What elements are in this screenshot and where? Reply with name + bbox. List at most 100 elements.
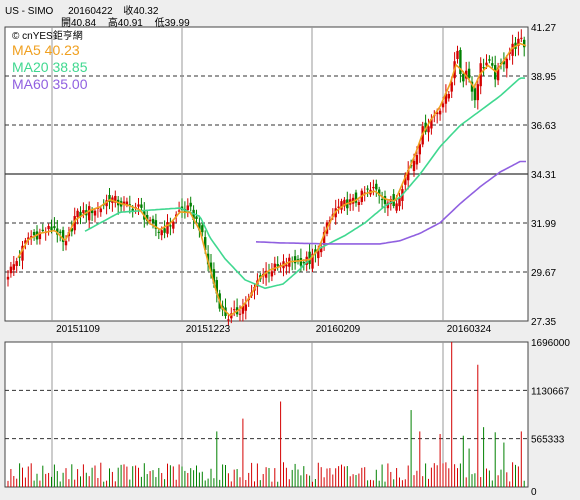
date-label: 20160422 (68, 6, 113, 17)
candle-body (148, 219, 152, 221)
candle-body (12, 264, 15, 270)
candle-body (140, 204, 143, 208)
candle-body (314, 249, 317, 254)
candle-body (488, 59, 491, 61)
candle-body (70, 228, 73, 232)
candle-body (299, 258, 303, 266)
candle-body (491, 63, 494, 66)
candle-body (418, 144, 421, 155)
candle-body (340, 201, 343, 210)
candle-body (122, 201, 126, 205)
candle-body (389, 199, 392, 205)
candle-body (88, 206, 91, 221)
candle-body (505, 58, 508, 69)
candle-body (227, 319, 230, 321)
candle-body (395, 203, 398, 211)
candle-body (407, 170, 410, 181)
volume-tick-label: 1130667 (531, 386, 570, 397)
candle-body (166, 222, 169, 234)
volume-tick-label: 0 (531, 487, 537, 498)
candle-body (366, 188, 369, 190)
candle-body (380, 199, 384, 201)
candle-body (311, 253, 314, 269)
candle-body (47, 226, 50, 230)
candle-body (30, 236, 33, 238)
candle-body (496, 67, 500, 81)
candle-body (337, 206, 340, 208)
candle-body (27, 237, 30, 240)
candle-body (305, 256, 308, 265)
date-tick-label: 20160324 (447, 324, 492, 335)
candle-body (76, 210, 79, 218)
candle-body (322, 232, 326, 245)
candle-body (163, 228, 166, 233)
candle-body (485, 62, 488, 66)
candle-body (404, 175, 407, 185)
candle-body (204, 237, 207, 251)
candle-body (523, 39, 526, 48)
high-label: 高40.91 (107, 18, 143, 29)
candle-body (32, 232, 36, 236)
candle-body (343, 199, 346, 207)
candle-body (233, 309, 236, 311)
candle-body (99, 208, 102, 213)
ma20-line (84, 77, 525, 290)
candle-body (357, 202, 361, 206)
candle-body (511, 43, 514, 56)
candle-body (61, 230, 65, 242)
candle-body (270, 271, 274, 277)
candle-body (302, 262, 305, 264)
candle-body (444, 93, 448, 104)
candle-body (372, 186, 375, 189)
candle-body (160, 230, 163, 236)
candle-body (456, 50, 459, 59)
candle-body (241, 305, 245, 314)
candle-body (186, 205, 189, 211)
volume-tick-label: 565333 (531, 435, 565, 446)
price-tick-label: 27.35 (531, 317, 556, 328)
candle-body (436, 112, 439, 115)
candle-body (215, 280, 218, 294)
price-tick-label: 36.63 (531, 121, 556, 132)
candle-body (9, 266, 13, 274)
candle-body (64, 241, 68, 246)
candle-body (93, 210, 97, 216)
candle-body (447, 94, 450, 99)
candle-body (212, 269, 216, 284)
candle-body (50, 226, 53, 231)
candle-body (517, 38, 520, 46)
candle-body (125, 201, 129, 205)
candle-body (285, 264, 288, 267)
header-line-2: 開40.84 高40.91 低39.99 (61, 14, 190, 29)
open-label: 開40.84 (61, 18, 97, 29)
symbol-label: US - SIMO (5, 6, 54, 17)
candle-body (53, 226, 56, 229)
candle-body (114, 195, 117, 203)
candle-body (230, 313, 233, 319)
price-tick-label: 34.31 (531, 170, 556, 181)
candle-body (383, 196, 387, 204)
price-tick-label: 31.99 (531, 219, 556, 230)
candle-body (154, 220, 158, 229)
candle-body (238, 313, 242, 315)
candle-body (172, 221, 175, 229)
candle-body (189, 202, 192, 207)
candle-body (415, 155, 419, 165)
date-tick-label: 20151109 (56, 324, 100, 335)
volume-tick-label: 1696000 (531, 338, 570, 349)
candle-body (308, 251, 311, 265)
candle-body (198, 222, 201, 231)
candle-body (59, 231, 62, 233)
candle-body (24, 240, 27, 244)
header-line-1: US - SIMO 20160422 收40.32 (5, 2, 158, 17)
candle-body (105, 200, 108, 207)
candle-body (412, 160, 416, 172)
ma5-line (17, 42, 527, 317)
candle-body (476, 84, 479, 101)
candle-body (21, 245, 24, 261)
candle-body (467, 68, 471, 79)
candle-body (427, 126, 430, 133)
candle-body (430, 119, 433, 129)
candle-body (473, 88, 477, 101)
